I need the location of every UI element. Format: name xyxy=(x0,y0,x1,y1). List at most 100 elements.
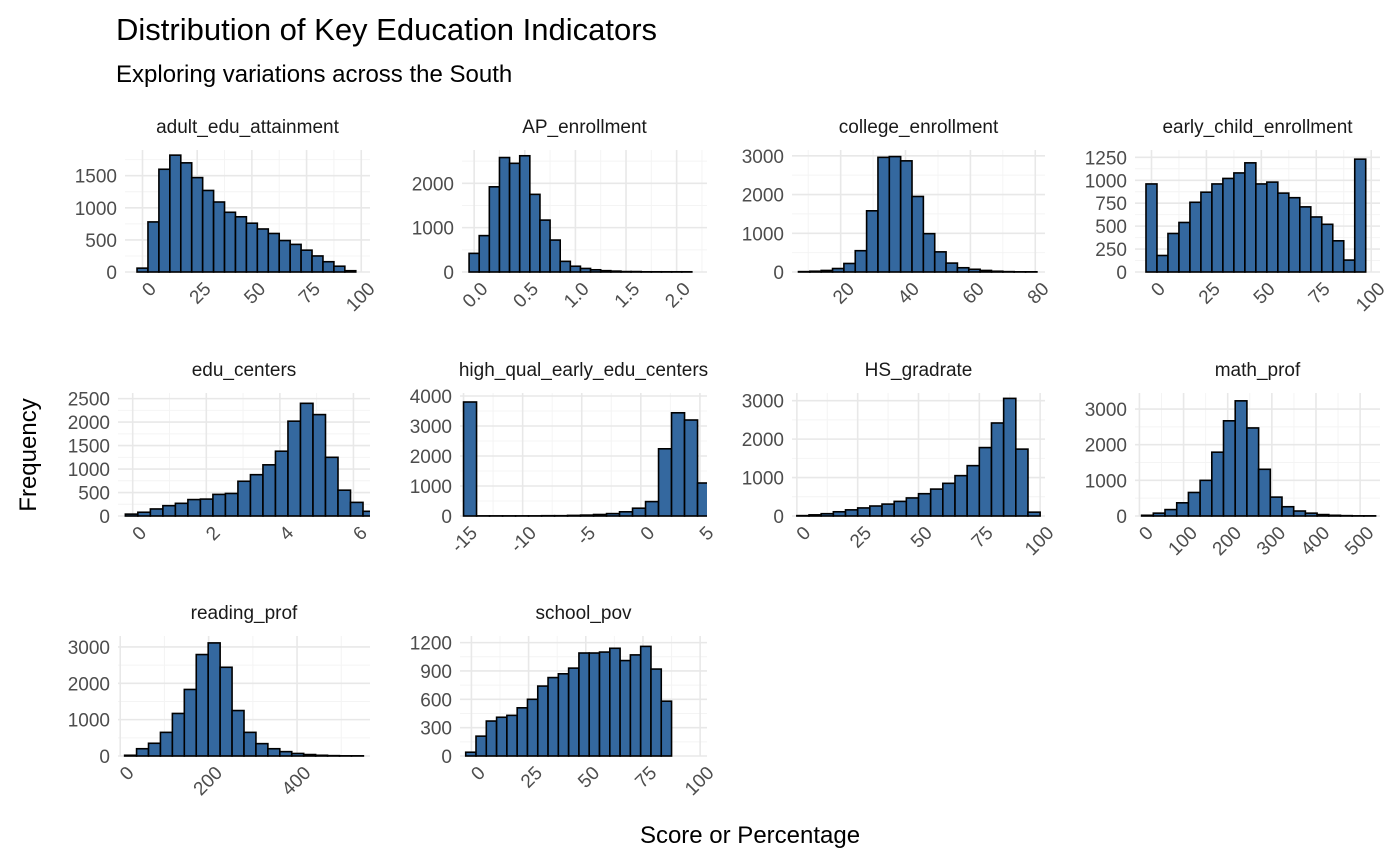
y-tick-label: 4000 xyxy=(410,387,452,408)
histogram-bar xyxy=(468,252,481,273)
y-tick-label: 0 xyxy=(441,507,452,528)
y-tick-label: 1000 xyxy=(68,711,110,732)
histogram-bar xyxy=(362,510,370,517)
histogram-bar xyxy=(605,512,621,517)
histogram-bar xyxy=(1145,183,1158,273)
y-tick-label: 1000 xyxy=(412,219,454,240)
x-tick-label: 80 xyxy=(1024,279,1054,309)
histogram-bars xyxy=(797,155,1038,273)
histogram-bar xyxy=(899,160,913,273)
histogram-bar xyxy=(255,742,269,757)
histogram-bar xyxy=(922,232,936,273)
histogram-bar xyxy=(808,514,822,517)
x-tick-label: 0.5 xyxy=(510,279,544,313)
histogram-bar xyxy=(724,510,737,516)
histogram-bar xyxy=(610,270,622,273)
histogram-bar xyxy=(559,260,572,273)
histogram-bar xyxy=(495,716,508,757)
histogram-bar xyxy=(954,474,968,517)
facet-panel: school_pov 0 300 600 900 1200 0 25 50 75 100 xyxy=(410,603,719,800)
x-tick-label: 40 xyxy=(894,279,924,309)
histogram-bar xyxy=(124,513,139,517)
histogram-bar xyxy=(1309,216,1323,273)
histogram-bar xyxy=(529,193,541,273)
histogram-bar xyxy=(1292,510,1307,517)
histogram-bar xyxy=(589,268,602,273)
histogram-bar xyxy=(1298,206,1312,273)
histogram-bar xyxy=(967,268,981,273)
histogram-bar xyxy=(506,714,518,757)
histogram-bar xyxy=(1288,196,1301,273)
histogram-bar xyxy=(1316,513,1330,517)
histogram-bar xyxy=(1156,254,1169,273)
histogram-bar xyxy=(639,645,652,757)
histogram-bar xyxy=(267,232,281,273)
x-tick-label: 0 xyxy=(637,523,659,545)
histogram-bar xyxy=(557,672,570,757)
histogram-bar xyxy=(299,402,314,517)
x-tick-label: 50 xyxy=(907,523,937,553)
y-tick-label: 900 xyxy=(420,662,452,683)
histogram-bar xyxy=(536,685,549,757)
y-tick-label: 0 xyxy=(443,263,454,284)
x-tick-label: 400 xyxy=(1297,523,1334,560)
histogram-bar xyxy=(207,642,221,757)
histogram-bar xyxy=(1246,427,1260,517)
histogram-bar xyxy=(1027,511,1041,517)
histogram-bars xyxy=(464,645,673,757)
x-tick-label: 2 xyxy=(202,523,224,545)
histogram-bar xyxy=(619,659,632,757)
x-tick-label: 100 xyxy=(681,763,718,800)
x-tick-label: 500 xyxy=(1341,523,1378,560)
facet-panel: reading_prof 0 1000 2000 3000 0 200 400 xyxy=(68,603,370,800)
histogram-bar xyxy=(267,747,281,757)
histogram-bar xyxy=(183,688,198,757)
histogram-bar xyxy=(844,509,859,517)
y-tick-label: 1500 xyxy=(68,437,110,458)
histogram-bar xyxy=(498,156,511,273)
x-tick-label: 60 xyxy=(959,279,989,309)
y-tick-label: 2000 xyxy=(68,674,110,695)
histogram-bar xyxy=(508,162,521,273)
histogram-bar xyxy=(549,239,562,273)
x-tick-label: 0 xyxy=(793,523,815,545)
facet-label: math_prof xyxy=(1215,360,1301,381)
y-tick-label: 2000 xyxy=(742,430,784,451)
histogram-bar xyxy=(1178,221,1191,273)
x-tick-label: 2.0 xyxy=(661,279,695,313)
y-tick-label: 3000 xyxy=(742,392,784,413)
histogram-bar xyxy=(1002,397,1017,517)
histogram-bars xyxy=(462,401,737,517)
y-tick-label: 3000 xyxy=(68,638,110,659)
histogram-bar xyxy=(929,488,944,517)
histogram-bar xyxy=(888,155,902,273)
histogram-bar xyxy=(349,501,364,517)
histogram-bar xyxy=(147,742,162,757)
x-tick-label: -15 xyxy=(448,523,482,557)
histogram-bar xyxy=(854,249,868,273)
facet-label: adult_edu_attainment xyxy=(156,117,339,138)
histogram-bar xyxy=(893,500,908,517)
x-tick-label: 300 xyxy=(1253,523,1290,560)
x-tick-label: 20 xyxy=(829,279,859,309)
facet-panel: high_qual_early_edu_centers 0 1000 2000 3000… xyxy=(410,360,737,557)
x-tick-label: 75 xyxy=(1305,279,1335,309)
histogram-bar xyxy=(518,154,531,273)
facet-panel: college_enrollment 0 1000 2000 3000 20 40 60 80 xyxy=(742,117,1054,309)
histogram-bar xyxy=(1234,400,1248,517)
histogram-bar xyxy=(488,186,501,273)
y-tick-label: 1000 xyxy=(68,460,110,481)
histogram-bar xyxy=(136,267,149,273)
histogram-bar xyxy=(966,464,981,517)
histogram-bar xyxy=(223,211,237,273)
histogram-bar xyxy=(539,219,551,273)
histogram-bar xyxy=(135,747,150,757)
histogram-bar xyxy=(1015,448,1029,517)
histogram-bar xyxy=(1164,508,1178,517)
histogram-bar xyxy=(990,422,1005,517)
histogram-bar xyxy=(123,754,138,757)
histogram-bar xyxy=(1140,514,1155,517)
histogram-bar xyxy=(1331,240,1345,273)
histogram-bar xyxy=(933,251,947,273)
y-tick-label: 1500 xyxy=(75,167,117,188)
